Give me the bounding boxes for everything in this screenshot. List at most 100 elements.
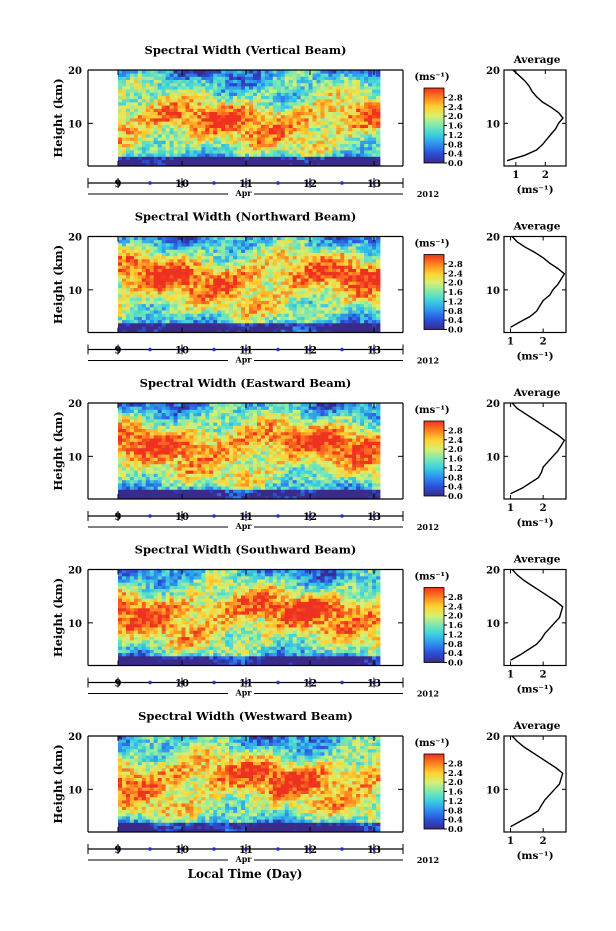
heatmap-cell	[312, 287, 317, 292]
heatmap-cell	[118, 268, 123, 273]
heatmap-cell	[217, 150, 222, 154]
heatmap-cell	[296, 329, 302, 333]
heatmap-cell	[121, 287, 127, 292]
heatmap-cell	[288, 162, 294, 167]
heatmap-cell	[221, 162, 226, 167]
heatmap-cell	[364, 287, 369, 292]
heatmap-cell	[173, 425, 178, 429]
heatmap-cell	[173, 431, 178, 436]
heatmap-cell	[288, 249, 294, 253]
heatmap-cell	[376, 268, 381, 273]
heatmap-cell	[376, 313, 381, 317]
heatmap-cell	[201, 297, 206, 301]
heatmap-cell	[276, 316, 282, 321]
heatmap-cell	[264, 127, 270, 132]
heatmap-cell	[336, 252, 341, 257]
heatmap-cell	[304, 143, 309, 148]
heatmap-cell	[364, 162, 369, 167]
heatmap-cell	[336, 89, 341, 93]
heatmap-cell	[324, 76, 329, 80]
heatmap-cell	[249, 329, 254, 333]
heatmap-cell	[237, 82, 242, 87]
heatmap-cell	[272, 92, 278, 96]
heatmap-cell	[364, 246, 369, 250]
heatmap-cell	[276, 303, 282, 308]
heatmap-cell	[264, 92, 270, 96]
heatmap-cell	[272, 255, 278, 260]
heatmap-cell	[189, 98, 194, 103]
heatmap-cell	[304, 130, 309, 135]
heatmap-cell	[292, 79, 298, 84]
heatmap-cell	[165, 435, 171, 439]
colorbar-tick-label: 2.8	[448, 93, 463, 103]
heatmap-cell	[340, 73, 345, 77]
heatmap-cell	[288, 105, 294, 109]
heatmap-cell	[229, 419, 234, 423]
heatmap-cell	[169, 326, 174, 330]
heatmap-cell	[225, 242, 230, 247]
heatmap-cell	[197, 130, 202, 135]
heatmap-cell	[237, 242, 242, 247]
heatmap-cell	[169, 95, 174, 100]
heatmap-cell	[189, 467, 194, 471]
heatmap-cell	[249, 82, 254, 87]
heatmap-cell	[133, 313, 139, 317]
heatmap-cell	[308, 79, 313, 84]
heatmap-cell	[213, 489, 218, 493]
heatmap-cell	[217, 451, 222, 455]
heatmap-cell	[312, 271, 317, 276]
heatmap-cell	[161, 281, 167, 285]
heatmap-cell	[260, 114, 266, 119]
heatmap-cell	[296, 271, 302, 276]
heatmap-cell	[256, 246, 262, 250]
heatmap-cell	[364, 105, 369, 109]
heatmap-cell	[268, 82, 274, 87]
heatmap-cell	[336, 92, 341, 96]
heatmap-cell	[368, 258, 373, 263]
heatmap-cell	[272, 306, 278, 311]
heatmap-cell	[221, 98, 226, 103]
heatmap-cell	[189, 236, 194, 241]
heatmap-cell	[316, 108, 321, 112]
heatmap-cell	[141, 441, 147, 445]
heatmap-cell	[145, 444, 151, 449]
heatmap-cell	[137, 319, 143, 324]
heatmap-cell	[344, 153, 349, 157]
heatmap-cell	[209, 463, 214, 468]
heatmap-cell	[340, 246, 345, 250]
heatmap-cell	[185, 483, 190, 487]
heatmap-cell	[260, 297, 266, 301]
heatmap-cell	[324, 114, 329, 119]
heatmap-cell	[356, 303, 361, 308]
heatmap-cell	[225, 470, 230, 474]
heatmap-cell	[372, 76, 377, 80]
month-label: Apr	[234, 188, 252, 198]
heatmap-cell	[249, 140, 254, 144]
heatmap-cell	[320, 124, 325, 128]
heatmap-cell	[209, 322, 214, 327]
heatmap-cell	[137, 483, 143, 487]
heatmap-cell	[328, 316, 333, 321]
heatmap-cell	[308, 297, 313, 301]
heatmap-cell	[197, 438, 202, 442]
heatmap-cell	[368, 73, 373, 77]
heatmap-cell	[288, 153, 294, 157]
heatmap-cell	[352, 105, 357, 109]
heatmap-cell	[336, 284, 341, 289]
heatmap-cell	[145, 473, 151, 477]
heatmap-cell	[118, 457, 123, 461]
heatmap-cell	[141, 246, 147, 250]
heatmap-cell	[193, 460, 198, 465]
heatmap-cell	[292, 92, 298, 96]
heatmap-cell	[368, 92, 373, 96]
heatmap-cell	[256, 239, 262, 244]
heatmap-cell	[189, 239, 194, 244]
heatmap-cell	[233, 82, 238, 87]
heatmap-cell	[364, 146, 369, 151]
heatmap-cell	[165, 431, 171, 436]
heatmap-cell	[241, 134, 246, 138]
heatmap-cell	[264, 159, 270, 164]
heatmap-cell	[161, 492, 167, 497]
heatmap-cell	[229, 281, 234, 285]
heatmap-cell	[249, 95, 254, 100]
